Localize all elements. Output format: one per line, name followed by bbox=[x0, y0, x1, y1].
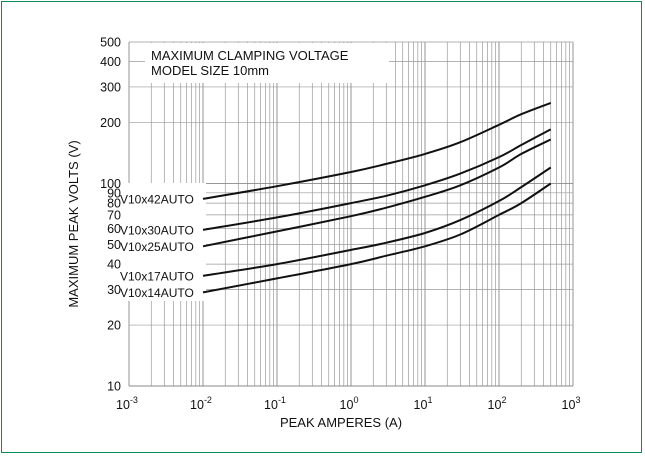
y-tick-label: 200 bbox=[100, 116, 121, 130]
y-tick-label: 300 bbox=[100, 80, 121, 94]
x-tick-label: 10-3 bbox=[116, 395, 138, 412]
series-curves bbox=[202, 102, 552, 294]
x-tick-label: 100 bbox=[340, 395, 359, 412]
x-tick-label: 103 bbox=[562, 395, 581, 412]
y-tick-label: 10 bbox=[107, 380, 121, 394]
series-label-box bbox=[116, 183, 206, 301]
grid bbox=[116, 41, 574, 387]
series-labels: V10x42AUTO V10x30AUTO V10x25AUTO V10x17AUTO… bbox=[120, 192, 194, 300]
y-tick-label: 70 bbox=[107, 208, 121, 222]
series-label-v10x30auto: V10x30AUTO bbox=[120, 223, 194, 237]
x-tick-label: 10-2 bbox=[190, 395, 212, 412]
series-label-v10x42auto: V10x42AUTO bbox=[120, 192, 194, 206]
y-axis-label: MAXIMUM PEAK VOLTS (V) bbox=[66, 140, 81, 307]
x-tick-label: 10-1 bbox=[264, 395, 286, 412]
y-tick-label: 20 bbox=[107, 319, 121, 333]
x-tick-label: 102 bbox=[488, 395, 507, 412]
x-axis-label: PEAK AMPERES (A) bbox=[280, 415, 402, 430]
y-tick-label: 40 bbox=[107, 258, 121, 272]
series-label-v10x25auto: V10x25AUTO bbox=[120, 240, 194, 254]
chart-subtitle: MODEL SIZE 10mm bbox=[151, 63, 269, 78]
series-label-v10x17auto: V10x17AUTO bbox=[120, 269, 194, 283]
y-tick-label: 30 bbox=[107, 283, 121, 297]
series-line-v10x14auto bbox=[202, 182, 552, 294]
tick-labels: 10-3 10-2 10-1 100 101 102 103 10 20 30 40 50 607080… bbox=[100, 36, 580, 413]
series-line-v10x17auto bbox=[202, 166, 552, 277]
x-tick-label: 101 bbox=[414, 395, 433, 412]
y-tick-label: 80 bbox=[107, 197, 121, 211]
y-tick-label: 400 bbox=[100, 55, 121, 69]
chart-title: MAXIMUM CLAMPING VOLTAGE bbox=[151, 48, 349, 63]
series-label-v10x14auto: V10x14AUTO bbox=[120, 286, 194, 300]
series-line-v10x42auto bbox=[202, 102, 552, 200]
title-box bbox=[145, 43, 389, 83]
y-tick-label: 60 bbox=[107, 222, 121, 236]
y-tick-label: 100 bbox=[100, 177, 121, 191]
series-line-v10x30auto bbox=[202, 128, 552, 231]
y-tick-label: 90 bbox=[107, 186, 121, 200]
y-tick-label: 50 bbox=[107, 238, 121, 252]
series-line-v10x25auto bbox=[202, 138, 552, 248]
y-tick-label: 500 bbox=[100, 36, 121, 50]
